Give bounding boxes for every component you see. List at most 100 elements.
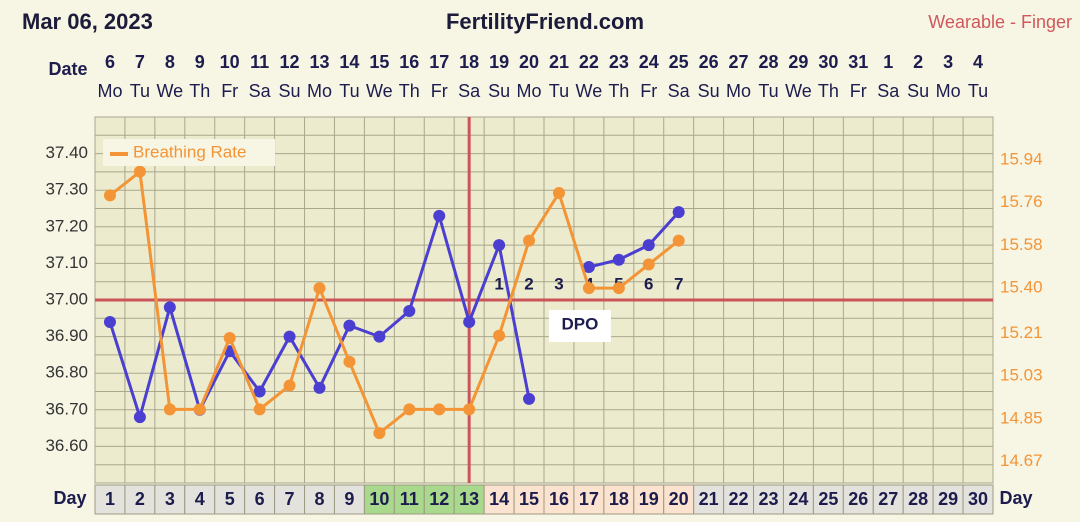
date-label: 2 bbox=[913, 52, 923, 72]
weekday-label: Fr bbox=[640, 81, 657, 101]
weekday-label: Sa bbox=[458, 81, 481, 101]
data-point bbox=[612, 253, 625, 266]
x-tick-label: 9 bbox=[344, 489, 354, 509]
y-tick-label: 36.60 bbox=[45, 436, 88, 455]
date-label: 14 bbox=[339, 52, 359, 72]
data-point bbox=[403, 304, 416, 317]
data-point bbox=[612, 282, 625, 295]
data-point bbox=[373, 330, 386, 343]
x-tick-label: 13 bbox=[459, 489, 479, 509]
weekday-label: Tu bbox=[339, 81, 359, 101]
x-tick-label: 28 bbox=[908, 489, 928, 509]
date-label: 19 bbox=[489, 52, 509, 72]
date-label: 8 bbox=[165, 52, 175, 72]
y-tick-label: 37.10 bbox=[45, 253, 88, 272]
x-tick-label: 23 bbox=[758, 489, 778, 509]
weekday-label: Mo bbox=[726, 81, 751, 101]
x-tick-label: 11 bbox=[400, 489, 419, 509]
weekday-label: Tu bbox=[968, 81, 988, 101]
day-cell bbox=[962, 484, 994, 515]
data-point bbox=[463, 315, 476, 328]
y-tick-label: 36.90 bbox=[45, 326, 88, 345]
data-point bbox=[103, 315, 116, 328]
data-point bbox=[672, 206, 685, 219]
x-tick-label: 1 bbox=[105, 489, 115, 509]
day-cell bbox=[663, 484, 695, 515]
x-tick-label: 24 bbox=[788, 489, 808, 509]
weekday-label: Fr bbox=[221, 81, 238, 101]
day-cell bbox=[214, 484, 246, 515]
date-label: 25 bbox=[669, 52, 689, 72]
weekday-label: Th bbox=[399, 81, 420, 101]
data-point bbox=[642, 258, 655, 271]
y-tick-label: 36.80 bbox=[45, 363, 88, 382]
date-label: 13 bbox=[309, 52, 329, 72]
day-cell bbox=[304, 484, 335, 515]
x-tick-label: 6 bbox=[255, 489, 265, 509]
date-label: 10 bbox=[220, 52, 240, 72]
date-label: 20 bbox=[519, 52, 539, 72]
x-tick-label: 25 bbox=[818, 489, 838, 509]
date-label: 11 bbox=[250, 52, 269, 72]
day-cell bbox=[94, 484, 126, 515]
data-point bbox=[493, 329, 506, 342]
weekday-label: Su bbox=[488, 81, 510, 101]
data-point bbox=[163, 403, 176, 416]
date-label: 26 bbox=[699, 52, 719, 72]
date-label: 3 bbox=[943, 52, 953, 72]
site-title: FertilityFriend.com bbox=[446, 9, 644, 34]
data-point bbox=[313, 282, 326, 295]
y2-tick-label: 15.76 bbox=[1000, 192, 1043, 211]
data-point bbox=[433, 209, 446, 222]
data-point bbox=[313, 381, 326, 394]
x-tick-label: 8 bbox=[314, 489, 324, 509]
x-tick-label: 10 bbox=[369, 489, 389, 509]
y2-tick-label: 14.67 bbox=[1000, 451, 1043, 470]
data-point bbox=[642, 239, 655, 252]
x-tick-label: 17 bbox=[579, 489, 599, 509]
dpo-box bbox=[548, 310, 611, 342]
day-cell bbox=[603, 484, 635, 515]
x-tick-label: 20 bbox=[669, 489, 689, 509]
day-cell bbox=[363, 484, 395, 515]
weekday-label: Sa bbox=[877, 81, 900, 101]
day-cell bbox=[723, 484, 755, 515]
day-cell bbox=[453, 484, 485, 515]
weekday-label: Fr bbox=[850, 81, 867, 101]
date-label: 24 bbox=[639, 52, 659, 72]
y-tick-label: 37.40 bbox=[45, 143, 88, 162]
date-label: 18 bbox=[459, 52, 479, 72]
day-cell bbox=[842, 484, 874, 515]
day-cell bbox=[543, 484, 575, 515]
date-label: 31 bbox=[848, 52, 868, 72]
x-tick-label: 4 bbox=[195, 489, 205, 509]
data-point bbox=[283, 379, 296, 392]
x-tick-label: 29 bbox=[938, 489, 958, 509]
data-point bbox=[343, 355, 356, 368]
source-label: Wearable - Finger bbox=[928, 12, 1072, 32]
weekday-label: Su bbox=[907, 81, 929, 101]
day-cell bbox=[423, 484, 455, 515]
x-tick-label: 27 bbox=[878, 489, 898, 509]
weekday-label: Mo bbox=[517, 81, 542, 101]
weekday-label: We bbox=[576, 81, 603, 101]
data-point bbox=[403, 403, 416, 416]
data-point bbox=[253, 385, 266, 398]
date-label: 17 bbox=[429, 52, 449, 72]
y2-tick-label: 15.40 bbox=[1000, 278, 1043, 297]
dpo-title: DPO bbox=[561, 314, 598, 333]
weekday-label: Tu bbox=[130, 81, 150, 101]
x-tick-label: 3 bbox=[165, 489, 175, 509]
x-tick-label: 21 bbox=[699, 489, 719, 509]
data-point bbox=[103, 189, 116, 202]
data-point bbox=[463, 403, 476, 416]
data-point bbox=[253, 403, 266, 416]
dpo-label: 7 bbox=[674, 274, 683, 293]
data-point bbox=[373, 427, 386, 440]
day-cell bbox=[333, 484, 365, 515]
legend-label: Breathing Rate bbox=[133, 142, 246, 161]
y2-tick-label: 15.21 bbox=[1000, 323, 1043, 342]
x-tick-label: 12 bbox=[429, 489, 449, 509]
x-tick-label: 22 bbox=[729, 489, 749, 509]
